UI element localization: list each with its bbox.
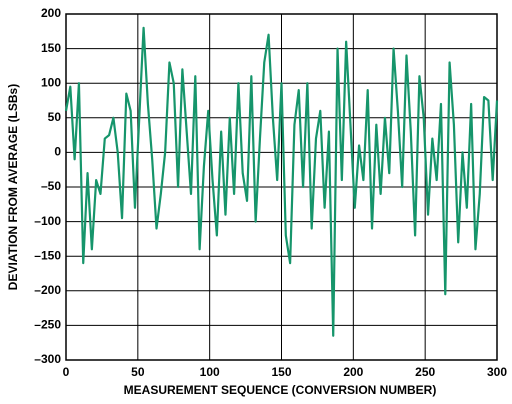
y-tick-label: 50 bbox=[48, 110, 62, 124]
y-tick-label: –300 bbox=[34, 352, 61, 366]
x-tick-label: 250 bbox=[415, 365, 435, 379]
y-tick-label: 0 bbox=[54, 145, 61, 159]
x-tick-label: 100 bbox=[200, 365, 220, 379]
y-tick-label: –250 bbox=[34, 318, 61, 332]
x-tick-label: 300 bbox=[487, 365, 507, 379]
y-tick-label: 150 bbox=[41, 41, 61, 55]
x-axis-label: MEASUREMENT SEQUENCE (CONVERSION NUMBER) bbox=[124, 383, 437, 397]
x-tick-label: 200 bbox=[343, 365, 363, 379]
x-tick-label: 0 bbox=[63, 365, 70, 379]
x-tick-label: 50 bbox=[131, 365, 145, 379]
y-tick-label: –50 bbox=[41, 179, 61, 193]
y-axis-label: DEVIATION FROM AVERAGE (LSBs) bbox=[6, 84, 20, 290]
plot-frame bbox=[65, 13, 498, 361]
y-tick-label: –100 bbox=[34, 214, 61, 228]
y-tick-label: 100 bbox=[41, 75, 61, 89]
data-line bbox=[64, 26, 499, 337]
y-tick-label: –200 bbox=[34, 283, 61, 297]
y-tick-label: 200 bbox=[41, 6, 61, 20]
y-tick-label: –150 bbox=[34, 248, 61, 262]
x-tick-label: 150 bbox=[271, 365, 291, 379]
